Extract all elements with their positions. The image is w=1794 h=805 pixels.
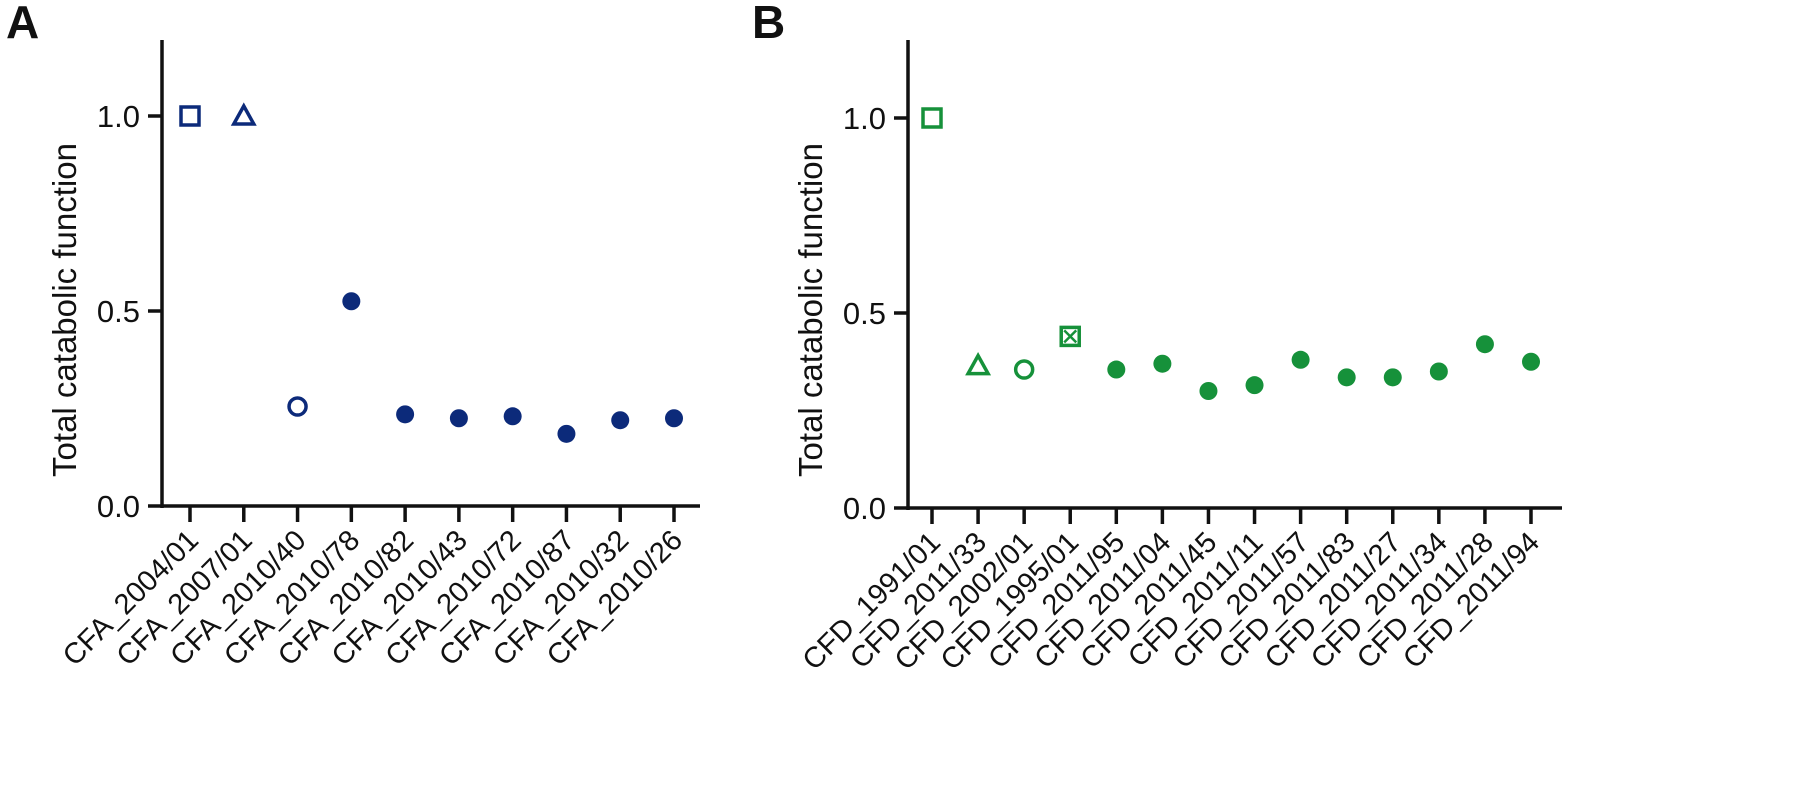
panel-a-point (342, 292, 361, 311)
panel-b: B Total catabolic function 0.0 0.5 1.0 CFD… (752, 0, 1562, 677)
panel-a-y-tick-label: 0.5 (97, 294, 140, 329)
panel-b-point-square (921, 107, 943, 129)
panel-b-y-axis-label: Total catabolic function (792, 143, 829, 477)
panel-a-letter: A (6, 0, 39, 48)
panel-b-point (1291, 350, 1310, 369)
panel-b-y-ticks: 0.0 0.5 1.0 (843, 101, 908, 526)
panel-a-point (396, 405, 415, 424)
panel-b-point-open-circle (1013, 359, 1035, 380)
panel-b-point (1153, 354, 1172, 373)
panel-b-y-tick-label: 1.0 (843, 101, 886, 136)
panel-b-y-tick-label: 0.0 (843, 491, 886, 526)
panel-b-y-tick-label: 0.5 (843, 296, 886, 331)
panel-a-y-tick-label: 1.0 (97, 99, 140, 134)
panel-a-y-axis-label: Total catabolic function (46, 143, 83, 477)
panel-b-point (1199, 382, 1218, 400)
panel-b-letter: B (752, 0, 785, 48)
panel-a-y-tick-label: 0.0 (97, 489, 140, 524)
panel-b-point (1475, 335, 1494, 354)
panel-a-point (503, 407, 522, 426)
panel-a-point (449, 409, 468, 428)
panel-b-point-triangle (965, 352, 992, 376)
panel-a-point-triangle (230, 102, 257, 126)
panel-b-points (921, 107, 1540, 400)
panel-a-points (179, 102, 683, 443)
panel-b-point (1107, 360, 1126, 379)
panel-a-point (611, 411, 630, 430)
panel-a-y-ticks: 0.0 0.5 1.0 (97, 99, 162, 524)
panel-b-point (1429, 362, 1448, 381)
panel-a-x-ticks: CFA_2004/01CFA_2007/01CFA_2010/40CFA_201… (57, 506, 689, 672)
panel-a-point (557, 424, 576, 443)
panel-b-point (1522, 352, 1540, 371)
panel-a-point-square (179, 105, 201, 127)
panel-a-point (665, 409, 683, 428)
panel-b-point (1337, 368, 1356, 387)
panel-b-x-ticks: CFD_1991/01CFD_2011/33CFD_2002/01CFD_199… (797, 508, 1546, 677)
panel-a: A Total catabolic function 0.0 0.5 1.0 CFA… (6, 0, 700, 672)
panel-b-point (1383, 368, 1402, 387)
panel-a-point-open-circle (287, 396, 308, 417)
panel-b-point (1245, 376, 1264, 395)
panel-b-point-square-x (1059, 325, 1081, 348)
